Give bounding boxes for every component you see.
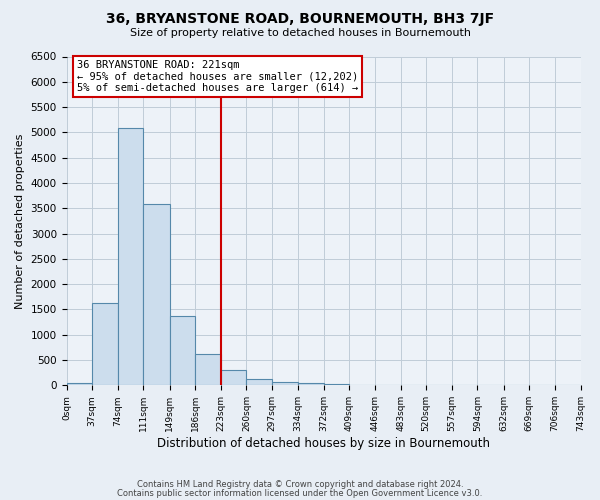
X-axis label: Distribution of detached houses by size in Bournemouth: Distribution of detached houses by size … (157, 437, 490, 450)
Bar (247, 380, 272, 386)
Bar (195, 354, 221, 386)
Text: 36, BRYANSTONE ROAD, BOURNEMOUTH, BH3 7JF: 36, BRYANSTONE ROAD, BOURNEMOUTH, BH3 7J… (106, 12, 494, 26)
Bar (298, 383, 324, 386)
Bar (67, 383, 92, 386)
Text: 36 BRYANSTONE ROAD: 221sqm
← 95% of detached houses are smaller (12,202)
5% of s: 36 BRYANSTONE ROAD: 221sqm ← 95% of deta… (77, 60, 358, 93)
Bar (92, 304, 118, 386)
Y-axis label: Number of detached properties: Number of detached properties (15, 133, 25, 308)
Bar (221, 370, 247, 386)
Text: Contains HM Land Registry data © Crown copyright and database right 2024.: Contains HM Land Registry data © Crown c… (137, 480, 463, 489)
Bar (272, 382, 298, 386)
Text: Contains public sector information licensed under the Open Government Licence v3: Contains public sector information licen… (118, 488, 482, 498)
Bar (170, 316, 195, 386)
Bar (324, 384, 349, 386)
Text: Size of property relative to detached houses in Bournemouth: Size of property relative to detached ho… (130, 28, 470, 38)
Bar (118, 128, 143, 386)
Bar (143, 204, 170, 386)
Bar (349, 385, 375, 386)
